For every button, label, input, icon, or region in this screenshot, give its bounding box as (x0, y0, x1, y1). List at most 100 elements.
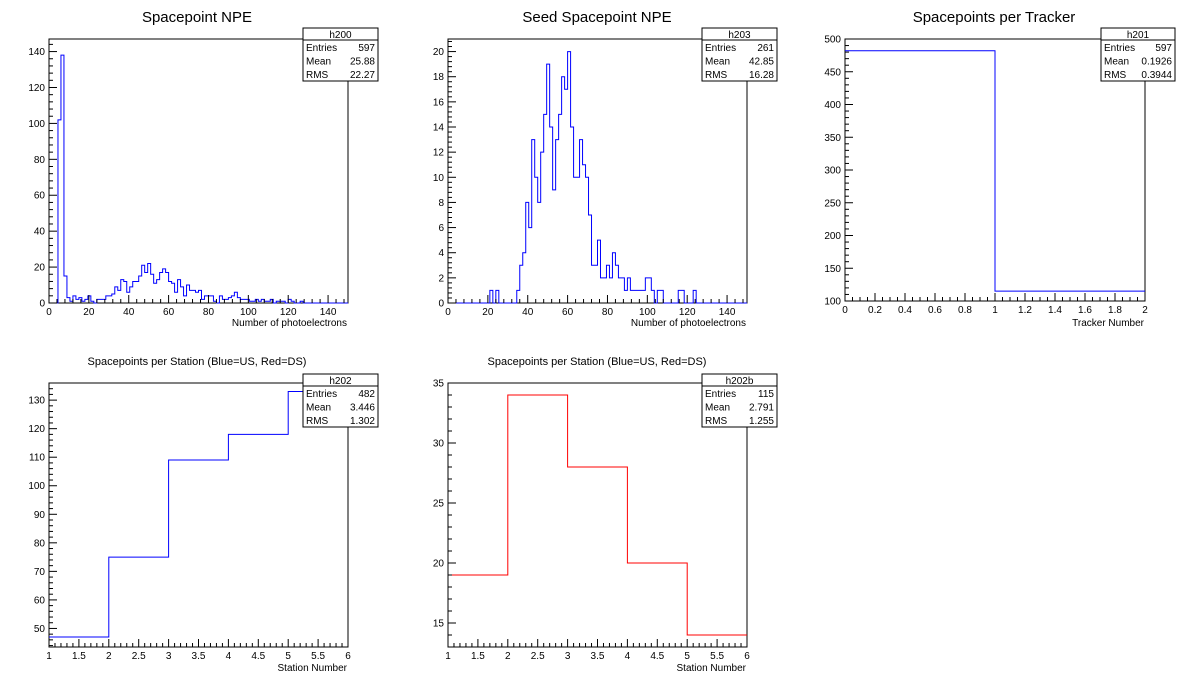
stats-value-mean: 25.88 (350, 57, 375, 68)
y-tick-label: 12 (433, 148, 445, 159)
stats-hist-name: h202b (726, 376, 754, 387)
y-tick-label: 70 (34, 567, 46, 578)
x-tick-label: 5 (285, 651, 291, 662)
stats-hist-name: h202 (329, 376, 352, 387)
x-tick-label: 3.5 (192, 651, 206, 662)
stats-box: h203 Entries 261 Mean 42.85 RMS 16.28 (701, 27, 778, 82)
x-tick-label: 2 (505, 651, 511, 662)
y-tick-label: 450 (824, 67, 841, 78)
y-tick-label: 2 (438, 273, 444, 284)
x-tick-label: 1.4 (1048, 305, 1062, 316)
x-tick-label: 1.5 (72, 651, 86, 662)
stats-value-rms: 1.302 (350, 416, 375, 427)
stats-label-mean: Mean (306, 403, 331, 414)
x-tick-label: 2.5 (531, 651, 545, 662)
x-tick-label: 20 (482, 307, 494, 318)
x-tick-label: 0.4 (898, 305, 912, 316)
x-tick-label: 4.5 (650, 651, 664, 662)
stats-value-entries: 597 (358, 43, 375, 54)
stats-label-entries: Entries (705, 43, 736, 54)
y-tick-label: 0 (39, 299, 45, 310)
stats-value-mean: 0.1926 (1141, 57, 1172, 68)
pad-spacepoint-npe: Spacepoint NPE 0 20 40 60 80 100 120 140 0 20 40 60 8… (28, 9, 379, 329)
stats-box: h202b Entries 115 Mean 2.791 RMS 1.255 (701, 373, 778, 428)
y-tick-label: 350 (824, 133, 841, 144)
chart-title: Spacepoint NPE (142, 9, 252, 26)
y-tick-label: 400 (824, 100, 841, 111)
y-tick-label: 500 (824, 35, 841, 46)
x-tick-label: 80 (203, 307, 215, 318)
stats-label-mean: Mean (306, 57, 331, 68)
y-tick-label: 140 (28, 47, 45, 58)
stats-label-mean: Mean (1104, 57, 1129, 68)
chart-title: Spacepoints per Tracker (913, 9, 1076, 26)
x-axis-label: Station Number (677, 663, 747, 674)
x-tick-label: 0 (842, 305, 848, 316)
x-tick-label: 0 (46, 307, 52, 318)
y-tick-label: 18 (433, 72, 445, 83)
y-tick-label: 90 (34, 510, 46, 521)
chart-title: Spacepoints per Station (Blue=US, Red=DS… (488, 356, 707, 368)
y-tick-label: 60 (34, 595, 46, 606)
x-tick-label: 3.5 (591, 651, 605, 662)
x-axis-label: Tracker Number (1072, 318, 1145, 329)
stats-value-mean: 42.85 (749, 57, 774, 68)
y-tick-label: 0 (438, 299, 444, 310)
stats-box-frame (701, 27, 778, 82)
y-tick-label: 80 (34, 155, 46, 166)
x-tick-label: 100 (240, 307, 257, 318)
stats-box: h202 Entries 482 Mean 3.446 RMS 1.302 (302, 373, 379, 428)
x-tick-label: 0 (445, 307, 451, 318)
x-tick-label: 5 (684, 651, 690, 662)
x-tick-label: 1.5 (471, 651, 485, 662)
x-tick-label: 3 (565, 651, 571, 662)
y-tick-label: 300 (824, 166, 841, 177)
x-tick-label: 40 (123, 307, 135, 318)
y-tick-label: 80 (34, 538, 46, 549)
stats-value-entries: 482 (358, 389, 375, 400)
stats-box-frame (302, 27, 379, 82)
x-tick-label: 60 (163, 307, 175, 318)
y-tick-label: 16 (433, 97, 445, 108)
y-tick-label: 200 (824, 231, 841, 242)
stats-label-mean: Mean (705, 403, 730, 414)
y-tick-label: 130 (28, 396, 45, 407)
histogram-line (49, 391, 348, 638)
pad-spacepoints-per-station-us: Spacepoints per Station (Blue=US, Red=DS… (28, 356, 379, 674)
stats-value-mean: 2.791 (749, 403, 774, 414)
stats-box: h200 Entries 597 Mean 25.88 RMS 22.27 (302, 27, 379, 82)
y-tick-label: 250 (824, 198, 841, 209)
x-tick-label: 6 (744, 651, 750, 662)
x-tick-label: 80 (602, 307, 614, 318)
y-tick-label: 110 (29, 453, 45, 464)
x-tick-label: 140 (320, 307, 337, 318)
y-tick-label: 100 (28, 119, 45, 130)
x-tick-label: 2 (106, 651, 112, 662)
y-tick-label: 40 (34, 227, 46, 238)
y-tick-label: 8 (438, 198, 444, 209)
stats-hist-name: h203 (728, 30, 751, 41)
pad-spacepoints-per-station-ds: Spacepoints per Station (Blue=US, Red=DS… (433, 356, 778, 674)
chart-title: Spacepoints per Station (Blue=US, Red=DS… (88, 356, 307, 368)
x-tick-label: 3 (166, 651, 172, 662)
stats-value-rms: 16.28 (749, 70, 774, 81)
stats-box-frame (1100, 27, 1176, 82)
x-tick-label: 2 (1142, 305, 1148, 316)
y-tick-label: 100 (824, 297, 841, 308)
x-tick-label: 4 (625, 651, 631, 662)
x-tick-label: 1 (992, 305, 998, 316)
x-tick-label: 4.5 (251, 651, 265, 662)
stats-label-rms: RMS (705, 70, 728, 81)
y-tick-label: 20 (433, 559, 445, 570)
x-tick-label: 1.6 (1078, 305, 1092, 316)
x-axis-label: Number of photoelectrons (631, 318, 746, 329)
x-tick-label: 5.5 (710, 651, 724, 662)
stats-box: h201 Entries 597 Mean 0.1926 RMS 0.3944 (1100, 27, 1176, 82)
x-axis-label: Number of photoelectrons (232, 318, 347, 329)
y-tick-label: 14 (433, 123, 445, 134)
y-tick-label: 120 (28, 83, 45, 94)
stats-label-entries: Entries (306, 43, 337, 54)
y-tick-label: 60 (34, 191, 46, 202)
stats-value-entries: 115 (758, 389, 774, 400)
